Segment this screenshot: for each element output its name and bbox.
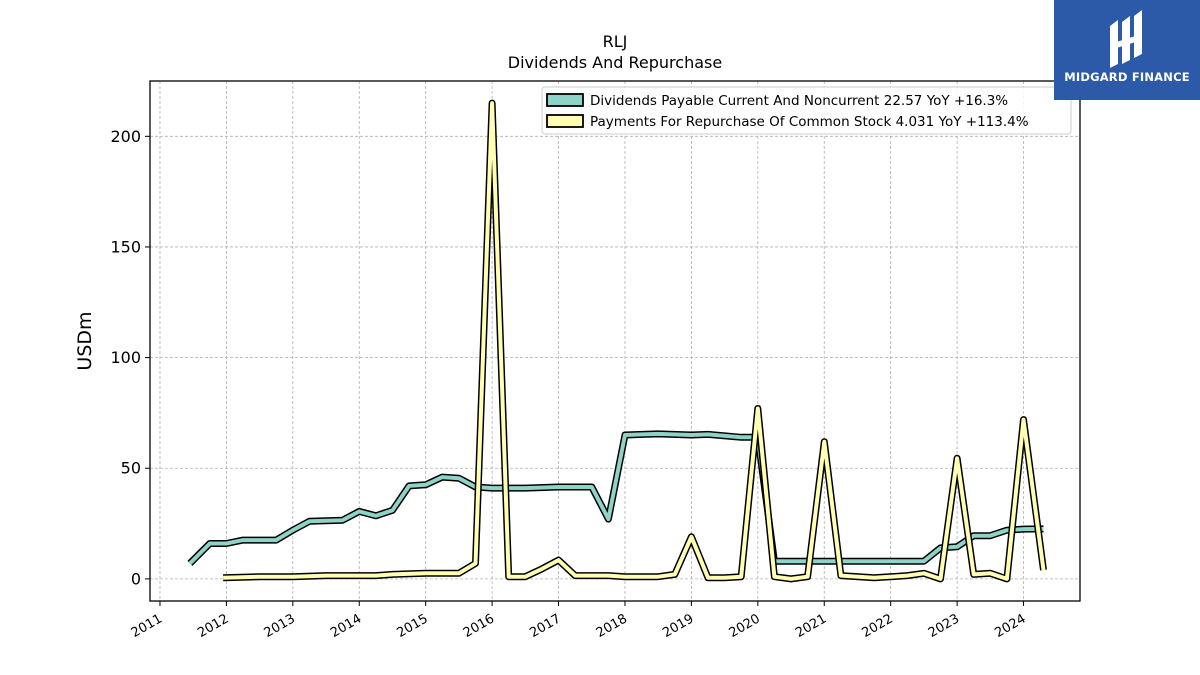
x-tick-label: 2019 xyxy=(660,611,696,641)
series-outline-repurchase xyxy=(222,99,1047,583)
x-tick-label: 2021 xyxy=(793,611,829,641)
x-tick-label: 2012 xyxy=(195,611,231,641)
x-tick-label: 2015 xyxy=(395,611,431,641)
chart-subtitle: Dividends And Repurchase xyxy=(508,53,722,72)
y-axis-label: USDm xyxy=(74,311,96,370)
series-outline-dividends xyxy=(187,430,1044,566)
x-tick-label: 2018 xyxy=(594,611,630,641)
series-lines xyxy=(187,99,1047,583)
x-tick-label: 2016 xyxy=(461,611,497,641)
x-tick-label: 2022 xyxy=(860,611,896,641)
y-tick-label: 200 xyxy=(110,127,141,146)
midgard-finance-logo: MIDGARD FINANCE xyxy=(1054,0,1200,100)
y-tick-label: 100 xyxy=(110,348,141,367)
legend-box xyxy=(541,86,1072,135)
x-tick-label: 2017 xyxy=(527,611,563,641)
midgard-logo-icon xyxy=(1110,10,1142,68)
legend-swatch-dividends xyxy=(546,93,584,107)
y-tick-label: 50 xyxy=(121,459,141,478)
legend-entry-dividends: Dividends Payable Current And Noncurrent… xyxy=(590,93,1008,109)
y-tick-label: 0 xyxy=(131,569,141,588)
x-tick-label: 2013 xyxy=(262,611,298,641)
legend: Dividends Payable Current And Noncurrent… xyxy=(541,86,1072,135)
logo-text: MIDGARD FINANCE xyxy=(1064,70,1190,84)
y-tick-label: 150 xyxy=(110,237,141,256)
series-line-dividends xyxy=(188,431,1044,565)
legend-entry-repurchase: Payments For Repurchase Of Common Stock … xyxy=(590,114,1029,130)
grid xyxy=(150,81,1080,601)
series-line-repurchase xyxy=(223,101,1046,581)
x-tick-label: 2011 xyxy=(129,611,165,641)
x-tick-label: 2020 xyxy=(727,611,763,641)
legend-swatch-repurchase xyxy=(546,114,584,128)
plot-frame xyxy=(149,80,1081,602)
chart-title: RLJ xyxy=(603,32,628,51)
x-tick-label: 2014 xyxy=(328,611,364,641)
x-tick-label: 2023 xyxy=(926,611,962,641)
x-tick-label: 2024 xyxy=(992,611,1028,641)
